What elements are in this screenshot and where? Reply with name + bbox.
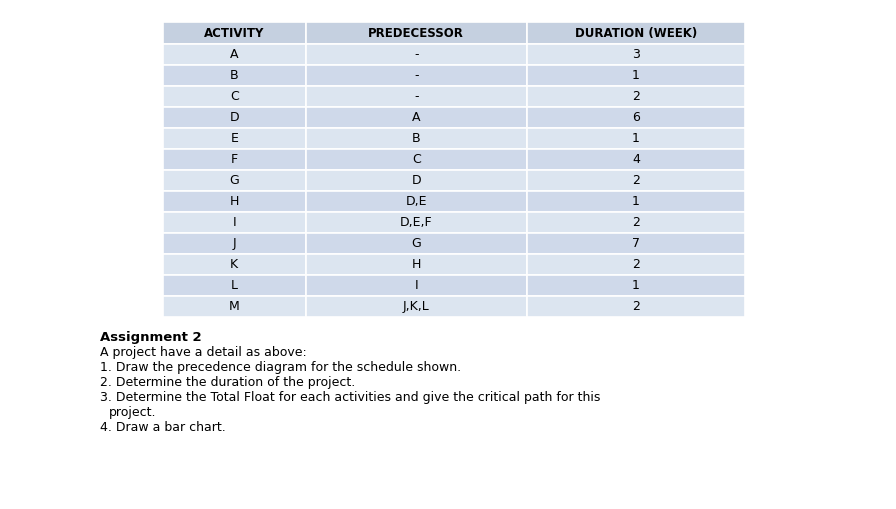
Text: 2: 2 xyxy=(632,258,640,271)
Text: I: I xyxy=(414,279,418,292)
Bar xyxy=(527,212,745,233)
Bar xyxy=(163,86,306,107)
Text: E: E xyxy=(230,132,238,145)
Text: 4. Draw a bar chart.: 4. Draw a bar chart. xyxy=(100,421,226,434)
Text: A: A xyxy=(412,111,420,124)
Bar xyxy=(306,212,527,233)
Text: J,K,L: J,K,L xyxy=(403,300,429,313)
Bar xyxy=(306,191,527,212)
Text: H: H xyxy=(411,258,421,271)
Bar xyxy=(163,170,306,191)
Text: D: D xyxy=(411,174,421,187)
Bar xyxy=(527,44,745,65)
Bar xyxy=(306,107,527,128)
Text: G: G xyxy=(229,174,239,187)
Text: K: K xyxy=(230,258,238,271)
Text: D,E,F: D,E,F xyxy=(400,216,433,229)
Text: A: A xyxy=(230,48,238,61)
Text: 1. Draw the precedence diagram for the schedule shown.: 1. Draw the precedence diagram for the s… xyxy=(100,361,461,374)
Bar xyxy=(163,296,306,317)
Bar xyxy=(527,254,745,275)
Text: PREDECESSOR: PREDECESSOR xyxy=(368,26,464,40)
Bar xyxy=(306,233,527,254)
Text: 2: 2 xyxy=(632,300,640,313)
Text: 1: 1 xyxy=(632,132,640,145)
Text: C: C xyxy=(412,153,420,166)
Text: B: B xyxy=(230,69,238,82)
Text: D: D xyxy=(229,111,239,124)
Bar xyxy=(163,65,306,86)
Bar xyxy=(306,65,527,86)
Bar xyxy=(306,170,527,191)
Bar xyxy=(163,191,306,212)
Bar xyxy=(527,86,745,107)
Bar xyxy=(163,22,306,44)
Bar xyxy=(163,233,306,254)
Text: H: H xyxy=(229,195,239,208)
Bar xyxy=(527,170,745,191)
Text: G: G xyxy=(411,237,421,250)
Text: C: C xyxy=(230,90,238,103)
Text: 2: 2 xyxy=(632,174,640,187)
Bar xyxy=(527,275,745,296)
Text: 4: 4 xyxy=(632,153,640,166)
Bar xyxy=(306,44,527,65)
Bar xyxy=(306,275,527,296)
Bar xyxy=(163,149,306,170)
Bar xyxy=(527,107,745,128)
Text: 2. Determine the duration of the project.: 2. Determine the duration of the project… xyxy=(100,376,355,389)
Bar xyxy=(527,128,745,149)
Text: I: I xyxy=(232,216,237,229)
Bar xyxy=(163,107,306,128)
Text: 2: 2 xyxy=(632,216,640,229)
Text: 6: 6 xyxy=(632,111,640,124)
Text: 3: 3 xyxy=(632,48,640,61)
Text: -: - xyxy=(414,48,418,61)
Text: 1: 1 xyxy=(632,195,640,208)
Bar xyxy=(163,128,306,149)
Text: J: J xyxy=(232,237,237,250)
Text: F: F xyxy=(231,153,237,166)
Bar xyxy=(527,191,745,212)
Text: M: M xyxy=(228,300,239,313)
Text: project.: project. xyxy=(109,406,157,419)
Text: A project have a detail as above:: A project have a detail as above: xyxy=(100,346,306,359)
Text: D,E: D,E xyxy=(405,195,426,208)
Text: 1: 1 xyxy=(632,69,640,82)
Bar xyxy=(163,212,306,233)
Bar xyxy=(306,128,527,149)
Bar xyxy=(163,254,306,275)
Bar xyxy=(306,296,527,317)
Text: 3. Determine the Total Float for each activities and give the critical path for : 3. Determine the Total Float for each ac… xyxy=(100,391,600,404)
Bar xyxy=(306,149,527,170)
Bar xyxy=(527,22,745,44)
Bar xyxy=(163,275,306,296)
Text: -: - xyxy=(414,90,418,103)
Bar xyxy=(306,86,527,107)
Bar xyxy=(163,44,306,65)
Bar xyxy=(527,233,745,254)
Text: B: B xyxy=(412,132,420,145)
Bar xyxy=(527,296,745,317)
Text: 7: 7 xyxy=(632,237,640,250)
Text: -: - xyxy=(414,69,418,82)
Text: L: L xyxy=(231,279,237,292)
Text: ACTIVITY: ACTIVITY xyxy=(204,26,264,40)
Text: DURATION (WEEK): DURATION (WEEK) xyxy=(574,26,697,40)
Text: 1: 1 xyxy=(632,279,640,292)
Bar xyxy=(527,65,745,86)
Text: 2: 2 xyxy=(632,90,640,103)
Bar xyxy=(527,149,745,170)
Bar xyxy=(306,22,527,44)
Bar xyxy=(306,254,527,275)
Text: Assignment 2: Assignment 2 xyxy=(100,331,202,344)
